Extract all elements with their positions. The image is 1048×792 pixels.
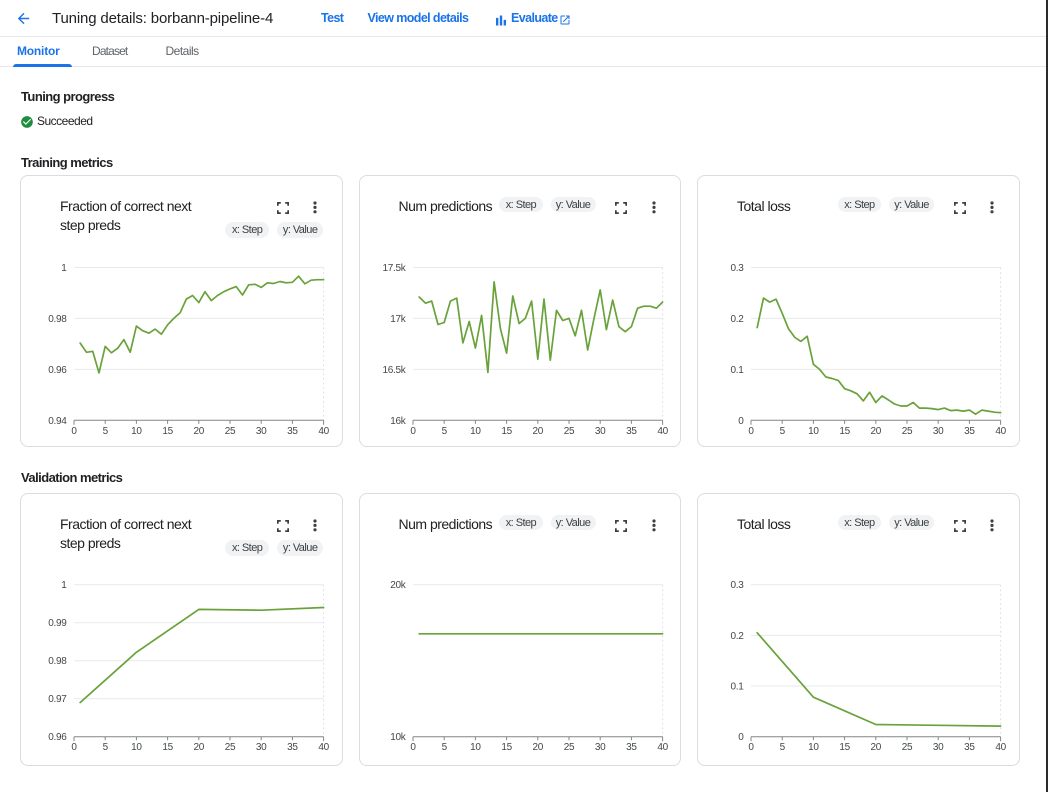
svg-text:35: 35 (287, 742, 298, 753)
svg-text:0: 0 (738, 416, 744, 427)
svg-text:20: 20 (194, 426, 205, 437)
svg-text:25: 25 (563, 426, 574, 437)
svg-text:15: 15 (162, 742, 173, 753)
svg-text:15: 15 (501, 426, 512, 437)
svg-text:10k: 10k (390, 732, 407, 743)
svg-text:40: 40 (318, 426, 329, 437)
svg-text:5: 5 (441, 426, 447, 437)
svg-text:30: 30 (594, 742, 605, 753)
svg-text:10: 10 (808, 742, 819, 753)
svg-text:0.1: 0.1 (730, 365, 744, 376)
svg-text:20: 20 (532, 426, 543, 437)
svg-text:20: 20 (532, 742, 543, 753)
svg-text:35: 35 (626, 742, 637, 753)
svg-text:25: 25 (225, 426, 236, 437)
svg-text:40: 40 (657, 742, 668, 753)
svg-text:0.94: 0.94 (48, 416, 67, 427)
svg-text:40: 40 (995, 426, 1006, 437)
svg-text:35: 35 (964, 426, 975, 437)
svg-text:0.2: 0.2 (730, 314, 744, 325)
svg-text:0.96: 0.96 (48, 365, 67, 376)
svg-text:0.97: 0.97 (48, 694, 67, 705)
svg-text:25: 25 (563, 742, 574, 753)
svg-text:10: 10 (808, 426, 819, 437)
svg-text:17k: 17k (390, 314, 407, 325)
svg-text:25: 25 (225, 742, 236, 753)
svg-text:0: 0 (410, 742, 416, 753)
svg-text:20: 20 (871, 426, 882, 437)
svg-text:15: 15 (839, 742, 850, 753)
svg-text:0: 0 (738, 732, 744, 743)
svg-text:0.2: 0.2 (730, 631, 744, 642)
svg-text:15: 15 (162, 426, 173, 437)
svg-text:10: 10 (470, 426, 481, 437)
svg-text:0.1: 0.1 (730, 682, 744, 693)
svg-text:15: 15 (501, 742, 512, 753)
svg-text:0: 0 (71, 742, 77, 753)
svg-text:0: 0 (71, 426, 77, 437)
svg-text:10: 10 (470, 742, 481, 753)
svg-text:16k: 16k (390, 416, 407, 427)
svg-text:17.5k: 17.5k (382, 263, 406, 274)
svg-text:25: 25 (902, 742, 913, 753)
svg-text:5: 5 (103, 742, 109, 753)
svg-text:0.96: 0.96 (48, 732, 67, 743)
svg-text:30: 30 (933, 426, 944, 437)
svg-text:0.99: 0.99 (48, 618, 67, 629)
svg-text:20: 20 (871, 742, 882, 753)
svg-text:10: 10 (131, 426, 142, 437)
svg-text:40: 40 (995, 742, 1006, 753)
svg-text:0: 0 (748, 742, 754, 753)
svg-text:0: 0 (748, 426, 754, 437)
svg-text:0.98: 0.98 (48, 656, 67, 667)
svg-text:20k: 20k (390, 580, 407, 591)
svg-text:25: 25 (902, 426, 913, 437)
svg-text:30: 30 (933, 742, 944, 753)
svg-text:35: 35 (964, 742, 975, 753)
svg-text:5: 5 (780, 426, 786, 437)
svg-text:30: 30 (256, 742, 267, 753)
svg-text:16.5k: 16.5k (382, 365, 406, 376)
svg-text:5: 5 (441, 742, 447, 753)
svg-text:35: 35 (287, 426, 298, 437)
svg-text:0.3: 0.3 (730, 263, 744, 274)
svg-text:20: 20 (194, 742, 205, 753)
svg-text:15: 15 (839, 426, 850, 437)
svg-text:5: 5 (780, 742, 786, 753)
svg-text:30: 30 (594, 426, 605, 437)
svg-text:30: 30 (256, 426, 267, 437)
svg-text:35: 35 (626, 426, 637, 437)
svg-text:0.3: 0.3 (730, 580, 744, 591)
svg-text:0: 0 (410, 426, 416, 437)
svg-text:0.98: 0.98 (48, 314, 67, 325)
svg-text:1: 1 (61, 263, 67, 274)
svg-text:40: 40 (318, 742, 329, 753)
svg-text:40: 40 (657, 426, 668, 437)
svg-text:5: 5 (103, 426, 109, 437)
svg-text:10: 10 (131, 742, 142, 753)
svg-text:1: 1 (61, 580, 67, 591)
